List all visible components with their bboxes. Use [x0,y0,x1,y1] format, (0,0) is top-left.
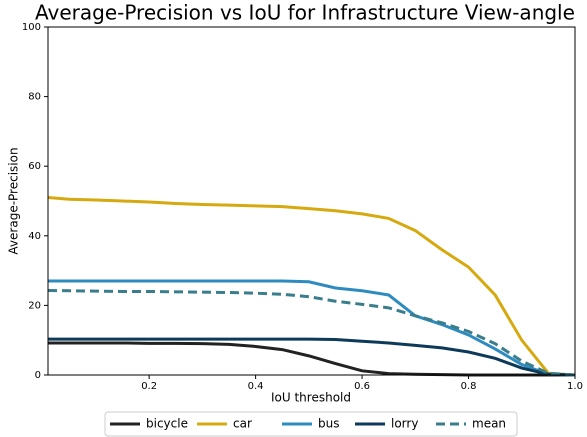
series-line [47,196,576,377]
x-tick-label: 0.4 [248,381,264,392]
series-line [48,337,576,377]
legend-label: bicycle [146,417,188,431]
y-tick-label: 20 [28,300,41,311]
series-line [48,279,576,377]
axes-frame [47,26,576,376]
legend-label: lorry [391,417,418,431]
x-tick-label: 1.0 [567,381,583,392]
legend-label: bus [318,417,339,431]
y-tick-label: 80 [28,92,41,103]
x-tick-label: 0.8 [461,381,477,392]
x-axis-label: IoU threshold [271,391,351,405]
legend-label: car [233,417,252,431]
x-tick-label: 0.6 [354,381,370,392]
x-tick-label: 0.2 [141,381,157,392]
y-tick-label: 0 [35,370,41,381]
series-line [47,288,576,377]
chart-title: Average-Precision vs IoU for Infrastruct… [35,1,575,25]
y-tick-label: 60 [28,161,41,172]
y-tick-label: 100 [22,22,41,33]
legend-label: mean [472,417,506,431]
y-tick-label: 40 [28,231,41,242]
y-axis-label: Average-Precision [7,147,21,254]
